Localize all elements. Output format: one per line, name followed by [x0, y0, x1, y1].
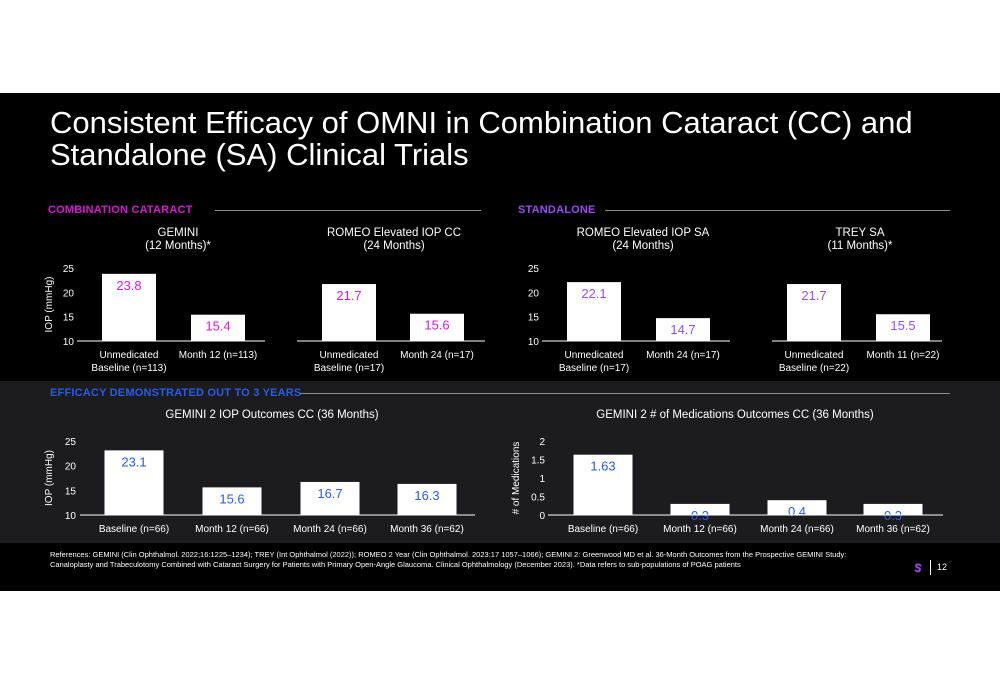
bar [876, 314, 930, 341]
y-tick-label: 0.5 [531, 493, 545, 504]
bar [322, 284, 376, 341]
y-axis-label: IOP (mmHg) [44, 277, 55, 333]
bar [656, 318, 710, 341]
y-tick-label: 15 [528, 313, 540, 324]
chart-title: GEMINI 2 IOP Outcomes CC (36 Months) [165, 409, 378, 421]
x-category-label: Baseline (n=66) [568, 524, 638, 535]
bar [863, 503, 923, 515]
bar [202, 487, 262, 515]
x-category-label: Month 24 (n=17) [646, 350, 720, 361]
x-category-label: Month 36 (n=62) [390, 524, 464, 535]
chart-title: ROMEO Elevated IOP SA [577, 227, 710, 239]
x-category-label: Baseline (n=17) [559, 363, 629, 374]
bar [102, 273, 156, 341]
chart-title: (24 Months) [363, 240, 425, 252]
chart-title: (24 Months) [612, 240, 674, 252]
slide: Consistent Efficacy of OMNI in Combinati… [0, 93, 1000, 591]
y-tick-label: 15 [63, 313, 75, 324]
section-rule-efficacy [300, 393, 950, 394]
x-category-label: Baseline (n=17) [314, 363, 384, 374]
bar [670, 503, 730, 515]
x-category-label: Month 24 (n=66) [293, 524, 367, 535]
y-axis-label: # of Medications [511, 442, 522, 515]
x-category-label: Baseline (n=66) [99, 524, 169, 535]
footer: References: GEMINI (Clin Ophthalmol. 202… [0, 543, 1000, 591]
y-tick-label: 10 [63, 337, 75, 348]
bar [573, 454, 633, 515]
bar [410, 313, 464, 341]
y-tick-label: 0 [539, 511, 545, 522]
section-label-efficacy: EFFICACY DEMONSTRATED OUT TO 3 YEARS [50, 387, 302, 399]
company-logo-icon [914, 563, 922, 573]
y-tick-label: 1 [539, 474, 545, 485]
bar [787, 284, 841, 341]
data-label: 21.7 [336, 288, 361, 303]
bar [567, 282, 621, 341]
chart-title: (11 Months)* [828, 240, 894, 252]
x-category-label: Month 12 (n=66) [663, 524, 737, 535]
y-tick-label: 10 [528, 337, 540, 348]
data-label: 21.7 [801, 288, 826, 303]
bar [191, 314, 245, 341]
data-label: 14.7 [670, 322, 695, 337]
x-category-label: Unmedicated [785, 350, 844, 361]
chart-title: GEMINI [158, 227, 199, 239]
y-tick-label: 25 [63, 264, 75, 275]
bar [300, 481, 360, 515]
x-category-label: Month 24 (n=66) [760, 524, 834, 535]
section-rule-standalone [605, 210, 950, 211]
bar [397, 483, 457, 515]
section-label-combination: COMBINATION CATARACT [48, 204, 193, 216]
data-label: 0.4 [788, 504, 806, 519]
x-category-label: Month 11 (n=22) [867, 350, 940, 361]
data-label: 16.3 [414, 488, 439, 503]
data-label: 1.63 [590, 459, 615, 474]
bar [767, 500, 827, 515]
data-label: 15.6 [424, 318, 449, 333]
data-label: 23.8 [116, 278, 141, 293]
y-tick-label: 10 [65, 511, 77, 522]
chart-title: TREY SA [836, 227, 885, 239]
x-category-label: Baseline (n=113) [91, 363, 166, 374]
data-label: 15.4 [205, 319, 230, 334]
data-label: 15.5 [890, 318, 915, 333]
chart-title: (12 Months)* [145, 240, 211, 252]
x-category-label: Baseline (n=22) [779, 363, 849, 374]
y-tick-label: 25 [65, 437, 77, 448]
chart-title: GEMINI 2 # of Medications Outcomes CC (3… [596, 409, 874, 421]
efficacy-band [0, 381, 1000, 543]
references-text: References: GEMINI (Clin Ophthalmol. 202… [50, 550, 847, 569]
page-number: 12 [937, 562, 948, 572]
section-rule-combination [215, 210, 481, 211]
chart-title: ROMEO Elevated IOP CC [327, 227, 461, 239]
y-tick-label: 15 [65, 486, 77, 497]
bar [104, 450, 164, 515]
data-label: 23.1 [121, 454, 146, 469]
footer-divider [930, 560, 931, 575]
section-label-standalone: STANDALONE [518, 204, 596, 216]
x-category-label: Unmedicated [320, 350, 379, 361]
y-tick-label: 1.5 [531, 456, 545, 467]
slide-title: Consistent Efficacy of OMNI in Combinati… [50, 105, 913, 172]
x-category-label: Month 24 (n=17) [400, 350, 474, 361]
y-tick-label: 2 [539, 437, 545, 448]
data-label: 16.7 [317, 486, 342, 501]
y-tick-label: 20 [528, 288, 540, 299]
y-tick-label: 25 [528, 264, 540, 275]
x-category-label: Month 36 (n=62) [856, 524, 930, 535]
y-tick-label: 20 [65, 462, 77, 473]
y-axis-label: IOP (mmHg) [44, 450, 55, 506]
data-label: 15.6 [219, 491, 244, 506]
x-category-label: Month 12 (n=66) [195, 524, 269, 535]
data-label: 22.1 [581, 286, 606, 301]
x-category-label: Unmedicated [565, 350, 624, 361]
x-category-label: Unmedicated [100, 350, 159, 361]
x-category-label: Month 12 (n=113) [179, 350, 257, 361]
y-tick-label: 20 [63, 288, 75, 299]
